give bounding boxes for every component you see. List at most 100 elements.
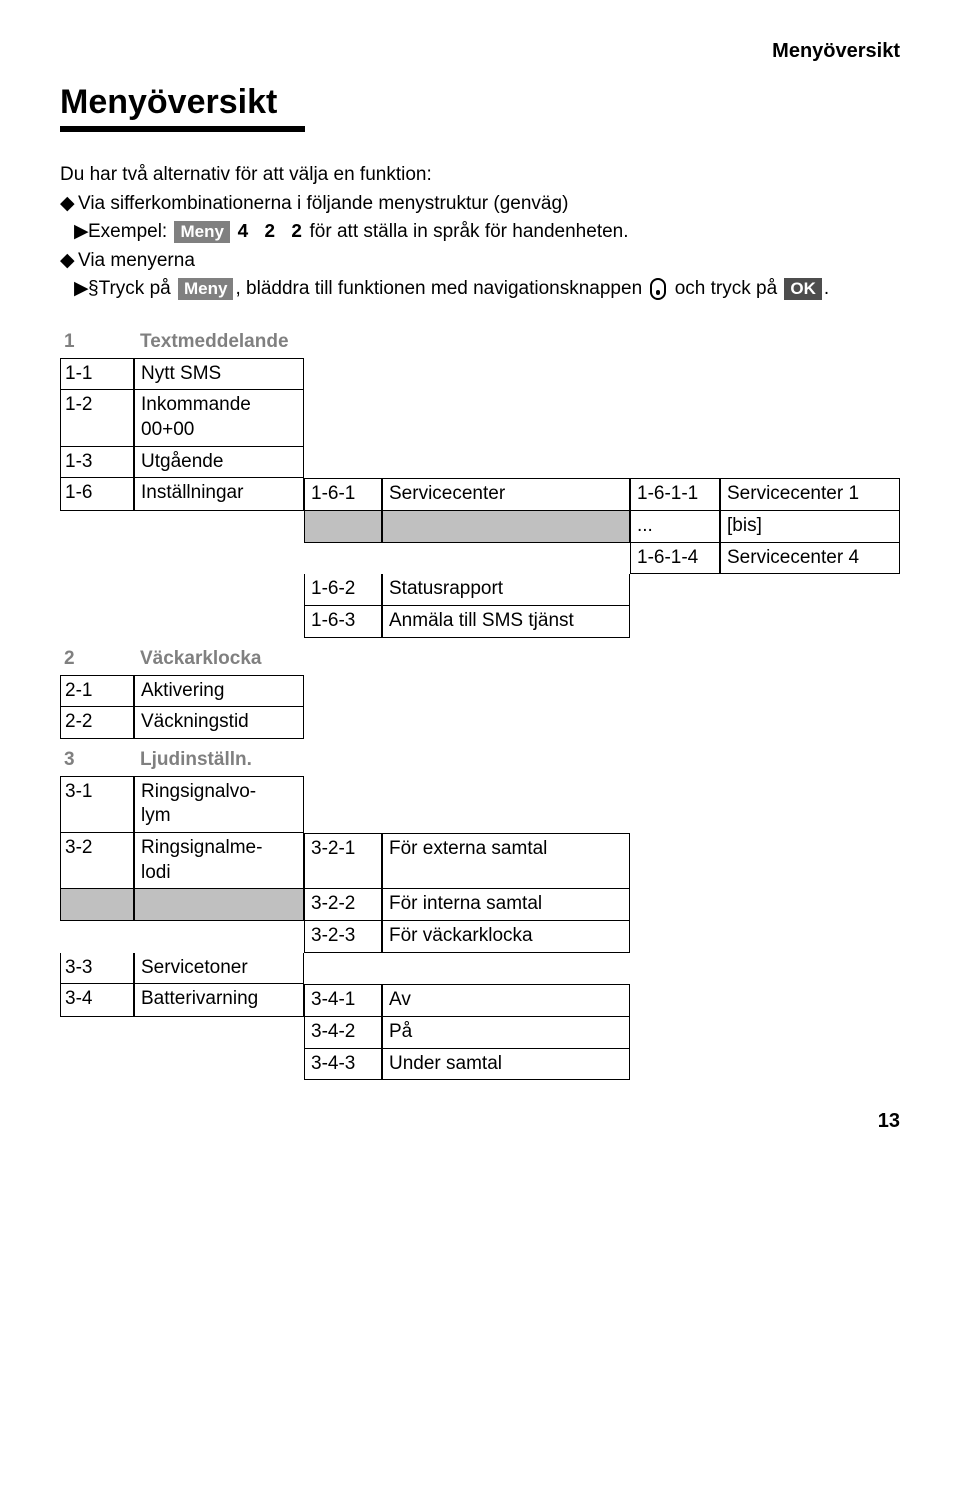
code: 2-1	[60, 675, 134, 708]
code-shaded	[60, 889, 134, 921]
section-num: 1	[60, 327, 134, 358]
bullet-2-sub: ▶ §Tryck på Meny, bläddra till funktione…	[60, 276, 900, 303]
section-1: 1 Textmeddelande 1-1 Nytt SMS 1-2 Inkomm…	[60, 327, 900, 638]
code2: 1-6-2	[304, 574, 382, 606]
section-2-header: 2 Väckarklocka	[60, 644, 900, 675]
label2: Statusrapport	[382, 574, 630, 606]
spacer	[134, 543, 304, 575]
label: Inställningar	[134, 478, 304, 511]
bullet-1-text: Via sifferkombinationerna i följande men…	[78, 191, 900, 218]
spacer	[60, 606, 134, 638]
label2: På	[382, 1017, 630, 1049]
label: Ringsignalvo- lym	[134, 776, 304, 833]
code3: 1-6-1-1	[630, 478, 720, 511]
label3: Servicecenter 4	[720, 543, 900, 575]
label: Aktivering	[134, 675, 304, 708]
row-3-4-3: 3-4-3 Under samtal	[60, 1049, 900, 1081]
arrow-icon: ▶	[60, 276, 88, 303]
label2: Servicecenter	[382, 478, 630, 511]
code2: 3-4-2	[304, 1017, 382, 1049]
spacer	[382, 543, 630, 575]
label2-shaded	[382, 511, 630, 543]
label2: Av	[382, 984, 630, 1017]
section-num: 2	[60, 644, 134, 675]
section-3-header: 3 Ljudinställn.	[60, 745, 900, 776]
code: 3-2	[60, 833, 134, 889]
code2-shaded	[304, 511, 382, 543]
sub-c: och tryck på	[669, 278, 782, 299]
diamond-icon: ◆	[60, 248, 78, 275]
label2: Under samtal	[382, 1049, 630, 1081]
label: Utgående	[134, 447, 304, 479]
code2: 3-4-3	[304, 1049, 382, 1081]
row-3-2-3: 3-2-3 För väckarklocka	[60, 921, 900, 953]
row-2-1: 2-1 Aktivering	[60, 675, 900, 708]
row-2-2: 2-2 Väckningstid	[60, 707, 900, 739]
bullet-1: ◆ Via sifferkombinationerna i följande m…	[60, 191, 900, 218]
spacer	[60, 1049, 134, 1081]
page-number: 13	[60, 1110, 900, 1133]
arrow-icon: ▶	[60, 219, 88, 246]
code3: 1-6-1-4	[630, 543, 720, 575]
example-row: ▶ Exempel: Meny 4 2 2 för att ställa in …	[60, 219, 900, 246]
section-title: Väckarklocka	[134, 644, 304, 675]
spacer	[60, 543, 134, 575]
row-1-3: 1-3 Utgående	[60, 447, 900, 479]
ok-key: OK	[784, 278, 822, 300]
label2: För interna samtal	[382, 889, 630, 921]
code2: 3-2-1	[304, 833, 382, 889]
spacer	[134, 921, 304, 953]
row-3-4-2: 3-4-2 På	[60, 1017, 900, 1049]
meny-key: Meny	[174, 221, 229, 243]
row-1-1: 1-1 Nytt SMS	[60, 358, 900, 391]
spacer	[60, 921, 134, 953]
row-1-6-bis: ... [bis]	[60, 511, 900, 543]
label-a: Ringsignalme-	[141, 837, 262, 858]
code3: ...	[630, 511, 720, 543]
label: Väckningstid	[134, 707, 304, 739]
spacer	[60, 1017, 134, 1049]
row-3-2-2: 3-2-2 För interna samtal	[60, 889, 900, 921]
code2: 3-2-2	[304, 889, 382, 921]
label-a: Ringsignalvo-	[141, 781, 256, 802]
code2: 1-6-1	[304, 478, 382, 511]
spacer	[134, 1049, 304, 1081]
row-3-2: 3-2 Ringsignalme- lodi 3-2-1 För externa…	[60, 833, 900, 889]
title-underline	[60, 126, 305, 132]
code: 1-2	[60, 390, 134, 446]
sub-a: Tryck på	[99, 278, 176, 299]
code: 1-1	[60, 358, 134, 391]
label3: [bis]	[720, 511, 900, 543]
row-1-6-1-4: 1-6-1-4 Servicecenter 4	[60, 543, 900, 575]
section-1-header: 1 Textmeddelande	[60, 327, 900, 358]
spacer	[60, 574, 134, 606]
sub-b: , bläddra till funktionen med navigation…	[235, 278, 647, 299]
code: 2-2	[60, 707, 134, 739]
code: 1-3	[60, 447, 134, 479]
row-1-6-3: 1-6-3 Anmäla till SMS tjänst	[60, 606, 900, 638]
code2: 3-2-3	[304, 921, 382, 953]
nav-down-icon	[650, 278, 666, 300]
label-b: 00+00	[141, 419, 194, 440]
row-1-6-2: 1-6-2 Statusrapport	[60, 574, 900, 606]
spacer	[134, 511, 304, 543]
meny-key: Meny	[178, 278, 233, 300]
row-3-3: 3-3 Servicetoner	[60, 953, 900, 985]
example-label: Exempel:	[88, 221, 167, 242]
example-digits: 4 2 2	[237, 221, 304, 243]
period: .	[824, 278, 829, 299]
label3: Servicecenter 1	[720, 478, 900, 511]
row-3-1: 3-1 Ringsignalvo- lym	[60, 776, 900, 833]
code2: 1-6-3	[304, 606, 382, 638]
label-b: lym	[141, 805, 171, 826]
bullet-2: ◆ Via menyerna	[60, 248, 900, 275]
label-shaded	[134, 889, 304, 921]
intro-line: Du har två alternativ för att välja en f…	[60, 162, 900, 189]
page-title: Menyöversikt	[60, 83, 900, 122]
spacer	[304, 543, 382, 575]
bullet-2-text: Via menyerna	[78, 248, 900, 275]
example-text: Exempel: Meny 4 2 2 för att ställa in sp…	[88, 219, 900, 246]
row-1-2: 1-2 Inkommande 00+00	[60, 390, 900, 446]
spacer	[134, 606, 304, 638]
label: Ringsignalme- lodi	[134, 833, 304, 889]
